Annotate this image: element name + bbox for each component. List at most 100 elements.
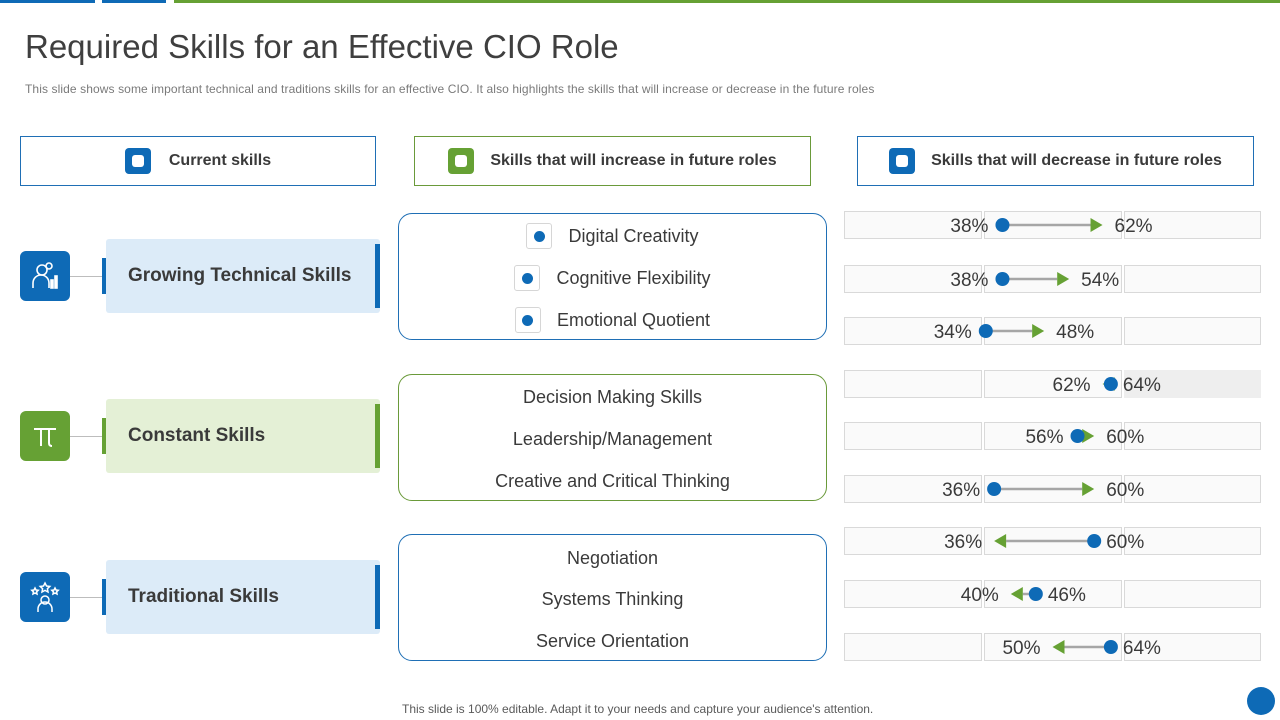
legend-current-skills: Current skills [20, 136, 376, 186]
current-value-label: 38% [950, 270, 988, 291]
current-dot-marker [995, 218, 1010, 232]
skill-box-growing-technical: Digital Creativity Cognitive Flexibility… [398, 213, 827, 340]
list-item: Digital Creativity [399, 221, 826, 251]
chart-cell [1124, 317, 1261, 345]
future-value-label: 40% [961, 585, 999, 606]
future-value-label: 60% [1106, 427, 1144, 448]
future-value-label: 60% [1106, 480, 1144, 501]
connector-bar [102, 418, 106, 454]
pi-icon [20, 411, 70, 461]
square-marker-icon [448, 148, 475, 174]
current-dot-marker [1028, 587, 1043, 601]
current-dot-marker [978, 324, 993, 338]
chart-cell [844, 211, 982, 239]
future-value-label: 62% [1115, 216, 1153, 237]
current-dot-marker [1103, 377, 1118, 391]
list-item: Leadership/Management [399, 424, 826, 454]
future-arrow-marker [1082, 429, 1095, 443]
list-item: Decision Making Skills [399, 382, 826, 412]
future-arrow-marker [994, 534, 1007, 548]
list-item: Systems Thinking [399, 584, 826, 614]
skill-label: Leadership/Management [512, 428, 713, 449]
skill-box-constant: Decision Making Skills Leadership/Manage… [398, 374, 827, 501]
chart-cell [1124, 527, 1261, 555]
top-accent-bar-blue-2 [102, 0, 166, 3]
skill-label: Decision Making Skills [522, 386, 703, 407]
current-value-label: 64% [1123, 638, 1161, 659]
square-marker-icon [889, 148, 916, 174]
future-arrow-marker [1082, 482, 1095, 496]
chart-cell [844, 422, 982, 450]
future-arrow-marker [1057, 272, 1070, 286]
category-card-constant: Constant Skills [106, 399, 380, 473]
list-item: Emotional Quotient [399, 305, 826, 335]
current-value-label: 64% [1123, 375, 1161, 396]
connector-bar [102, 258, 106, 294]
legend-increase-skills: Skills that will increase in future role… [414, 136, 811, 186]
category-label: Traditional Skills [128, 586, 279, 607]
future-arrow-marker [1010, 587, 1023, 601]
chart-cell [844, 527, 982, 555]
current-dot-marker [1087, 534, 1102, 548]
skill-box-traditional: Negotiation Systems Thinking Service Ori… [398, 534, 827, 661]
legend-increase-label: Skills that will increase in future role… [490, 152, 777, 169]
skill-label: Creative and Critical Thinking [495, 470, 730, 491]
category-label: Constant Skills [128, 425, 266, 446]
bullet-dot-icon [514, 265, 541, 291]
chart-cell [1124, 633, 1261, 661]
page-title: Required Skills for an Effective CIO Rol… [25, 28, 619, 65]
current-value-label: 46% [1048, 585, 1086, 606]
chart-cell [984, 370, 1122, 398]
current-value-label: 36% [942, 480, 980, 501]
category-label: Growing Technical Skills [128, 265, 352, 286]
skill-label: Cognitive Flexibility [556, 267, 711, 288]
list-item: Negotiation [399, 543, 826, 573]
chart-cell [844, 633, 982, 661]
skill-label: Negotiation [566, 547, 659, 568]
skill-label: Service Orientation [535, 630, 690, 651]
list-item: Service Orientation [399, 626, 826, 656]
connector-line [70, 597, 102, 598]
chart-cell [1124, 475, 1261, 503]
chart-cell [1124, 422, 1261, 450]
chart-cell [984, 422, 1122, 450]
connector-line [70, 276, 102, 277]
future-arrow-marker [1090, 218, 1103, 232]
skill-label: Emotional Quotient [556, 309, 711, 330]
current-value-label: 56% [1025, 427, 1063, 448]
current-dot-marker [995, 272, 1010, 286]
legend-current-label: Current skills [168, 152, 272, 169]
future-arrow-marker [1032, 324, 1045, 338]
stars-user-icon [20, 572, 70, 622]
chart-cell [1124, 211, 1261, 239]
future-value-label: 50% [1002, 638, 1040, 659]
top-accent-bar-blue-1 [0, 0, 95, 3]
technical-user-icon [20, 251, 70, 301]
legend-decrease-skills: Skills that will decrease in future role… [857, 136, 1254, 186]
bullet-dot-icon [514, 307, 541, 333]
connector-bar [102, 579, 106, 615]
current-value-label: 34% [934, 322, 972, 343]
connector-line [70, 436, 102, 437]
skill-label: Digital Creativity [568, 225, 699, 246]
current-dot-marker [1103, 640, 1118, 654]
chart-cell [844, 265, 982, 293]
list-item: Cognitive Flexibility [399, 263, 826, 293]
footer-note: This slide is 100% editable. Adapt it to… [402, 702, 874, 716]
future-value-label: 36% [944, 532, 982, 553]
square-marker-icon [124, 148, 151, 174]
category-card-traditional: Traditional Skills [106, 560, 380, 634]
chart-cell [844, 580, 982, 608]
corner-circle-icon [1247, 687, 1275, 715]
current-dot-marker [1070, 429, 1085, 443]
list-item: Creative and Critical Thinking [399, 466, 826, 496]
category-card-growing-technical: Growing Technical Skills [106, 239, 380, 313]
chart-cell [1124, 370, 1261, 398]
future-value-label: 48% [1056, 322, 1094, 343]
chart-cell [844, 475, 982, 503]
current-dot-marker [987, 482, 1002, 496]
chart-cell [1124, 265, 1261, 293]
future-arrow-marker [1052, 640, 1065, 654]
chart-cell [844, 370, 982, 398]
